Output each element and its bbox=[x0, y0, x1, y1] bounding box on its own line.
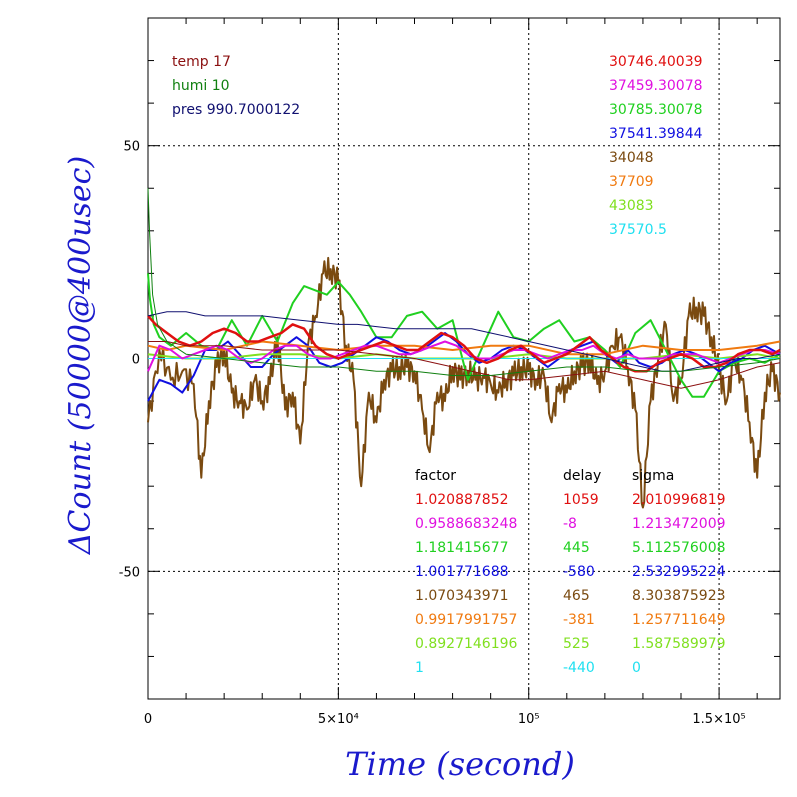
table-cell: 1.257711649 bbox=[632, 612, 726, 628]
x-tick-label: 5×10⁴ bbox=[318, 712, 359, 727]
table-cell: 2.010996819 bbox=[632, 492, 726, 508]
table-header: delay bbox=[563, 468, 601, 484]
table-cell: 1.070343971 bbox=[415, 588, 509, 604]
env-label: humi 10 bbox=[172, 78, 230, 94]
table-cell: 1 bbox=[415, 660, 424, 676]
series-line bbox=[147, 188, 781, 376]
table-header: sigma bbox=[632, 468, 674, 484]
table-cell: 465 bbox=[563, 588, 590, 604]
table-cell: 0.9588683248 bbox=[415, 516, 517, 532]
x-tick-label: 1.5×10⁵ bbox=[692, 712, 745, 727]
reference-value: 30785.30078 bbox=[609, 102, 703, 118]
table-cell: 445 bbox=[563, 540, 590, 556]
table-cell: 1.020887852 bbox=[415, 492, 509, 508]
series-group bbox=[147, 188, 781, 509]
series-line bbox=[147, 315, 781, 373]
table-cell: -580 bbox=[563, 564, 595, 580]
table-cell: 0.9917991757 bbox=[415, 612, 517, 628]
table-cell: 525 bbox=[563, 636, 590, 652]
series-line bbox=[147, 256, 781, 509]
y-axis-label: ΔCount (50000@400usec) bbox=[63, 156, 98, 555]
reference-value: 30746.40039 bbox=[609, 54, 703, 70]
reference-value: 37709 bbox=[609, 174, 654, 190]
table-cell: 1.181415677 bbox=[415, 540, 509, 556]
table-cell: 0 bbox=[632, 660, 641, 676]
table-cell: -381 bbox=[563, 612, 595, 628]
x-axis-label: Time (second) bbox=[345, 745, 575, 783]
reference-value: 37541.39844 bbox=[609, 126, 703, 142]
table-cell: 1.213472009 bbox=[632, 516, 726, 532]
reference-value: 34048 bbox=[609, 150, 654, 166]
x-tick-label: 10⁵ bbox=[518, 712, 540, 727]
series-line bbox=[148, 341, 781, 389]
table-cell: 0.8927146196 bbox=[415, 636, 518, 652]
y-tick-label: 0 bbox=[132, 353, 140, 368]
table-cell: -440 bbox=[563, 660, 595, 676]
y-tick-label: 50 bbox=[123, 140, 140, 155]
table-cell: 1059 bbox=[563, 492, 599, 508]
table-header: factor bbox=[415, 468, 456, 484]
table-cell: 8.303875923 bbox=[632, 588, 726, 604]
table-cell: -8 bbox=[563, 516, 577, 532]
table-cell: 2.532995224 bbox=[632, 564, 726, 580]
env-label: pres 990.7000122 bbox=[172, 102, 300, 118]
table-cell: 1.001771688 bbox=[415, 564, 509, 580]
x-tick-label: 0 bbox=[144, 712, 152, 727]
env-label: temp 17 bbox=[172, 54, 231, 70]
annotations: temp 17 humi 10 pres 990.7000122 30746.4003… bbox=[172, 54, 726, 676]
y-tick-label: -50 bbox=[119, 565, 140, 580]
reference-value: 37459.30078 bbox=[609, 78, 703, 94]
tick-labels: 0 5×10⁴ 10⁵ 1.5×10⁵ -50 0 50 bbox=[119, 140, 746, 727]
reference-value: 43083 bbox=[609, 198, 654, 214]
table-cell: 5.112576008 bbox=[632, 540, 726, 556]
series-line bbox=[147, 340, 781, 356]
reference-value: 37570.5 bbox=[609, 222, 667, 238]
table-cell: 1.587589979 bbox=[632, 636, 726, 652]
